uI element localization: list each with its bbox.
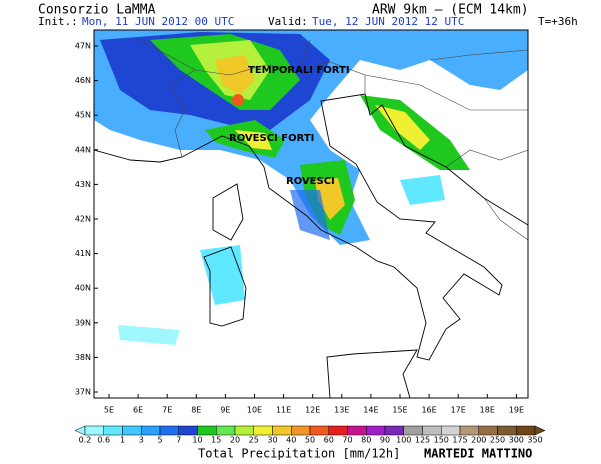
colorbar-label: 60	[324, 436, 334, 445]
colorbar-swatch	[366, 425, 386, 436]
colorbar-swatch	[384, 425, 404, 436]
colorbar-swatch	[216, 425, 236, 436]
colorbar-swatch	[122, 425, 142, 436]
lat-label: 41N	[75, 249, 91, 258]
colorbar-label: 300	[509, 436, 524, 445]
lon-label: 15E	[392, 406, 407, 415]
lat-label: 39N	[75, 318, 91, 327]
colorbar-label: 0.6	[97, 436, 110, 445]
colorbar-swatch	[103, 425, 123, 436]
colorbar-label: 20	[230, 436, 240, 445]
annotation: TEMPORALI FORTI	[248, 65, 350, 76]
lead-time: T=+36h	[538, 15, 578, 28]
init-time: Mon, 11 JUN 2012 00 UTC	[82, 15, 234, 28]
lon-label: 13E	[334, 406, 349, 415]
lon-label: 9E	[220, 406, 230, 415]
colorbar-swatch	[478, 425, 498, 436]
colorbar-label: 30	[267, 436, 277, 445]
colorbar-swatch	[422, 425, 442, 436]
colorbar-label: 80	[361, 436, 371, 445]
lat-label: 47N	[75, 42, 91, 51]
colorbar-label: 15	[211, 436, 221, 445]
variable-label: Total Precipitation [mm/12h]	[198, 447, 400, 461]
lon-label: 7E	[162, 406, 172, 415]
colorbar-label: 50	[305, 436, 315, 445]
model: ARW 9km – (ECM 14km)	[372, 3, 529, 18]
colorbar-label: 1	[120, 436, 125, 445]
colorbar-swatch	[234, 425, 254, 436]
colorbar-swatch	[347, 425, 367, 436]
colorbar-label: 40	[286, 436, 296, 445]
colorbar-swatch	[291, 425, 311, 436]
colorbar-swatch	[272, 425, 292, 436]
lon-label: 5E	[104, 406, 114, 415]
lon-label: 8E	[191, 406, 201, 415]
colorbar-label: 200	[471, 436, 486, 445]
lat-label: 37N	[75, 388, 91, 397]
colorbar-arrow	[534, 425, 546, 436]
colorbar-swatch	[159, 425, 179, 436]
init-label: Init.:	[38, 15, 78, 28]
lat-label: 46N	[75, 76, 91, 85]
valid-time: Tue, 12 JUN 2012 12 UTC	[312, 15, 464, 28]
lon-label: 18E	[480, 406, 495, 415]
lat-label: 38N	[75, 353, 91, 362]
map-frame	[93, 29, 529, 399]
colorbar-swatch	[178, 425, 198, 436]
colorbar-swatch	[459, 425, 479, 436]
period-label: MARTEDI MATTINO	[424, 447, 532, 461]
colorbar-arrow	[74, 425, 86, 436]
annotation: ROVESCI	[286, 176, 335, 187]
lon-label: 6E	[133, 406, 143, 415]
colorbar-label: 5	[157, 436, 162, 445]
colorbar-swatch	[84, 425, 104, 436]
colorbar-swatch	[328, 425, 348, 436]
colorbar-label: 250	[490, 436, 505, 445]
colorbar-label: 100	[396, 436, 411, 445]
lat-label: 43N	[75, 180, 91, 189]
colorbar-swatch	[441, 425, 461, 436]
colorbar-label: 175	[452, 436, 467, 445]
colorbar-swatch	[497, 425, 517, 436]
colorbar-label: 70	[342, 436, 352, 445]
lat-label: 45N	[75, 111, 91, 120]
lat-label: 44N	[75, 145, 91, 154]
lon-label: 11E	[276, 406, 291, 415]
colorbar-label: 7	[176, 436, 181, 445]
colorbar-label: 3	[139, 436, 144, 445]
lat-label: 40N	[75, 284, 91, 293]
colorbar-label: 10	[192, 436, 202, 445]
colorbar-label: 90	[380, 436, 390, 445]
valid-label: Valid:	[268, 15, 308, 28]
lon-label: 14E	[363, 406, 378, 415]
colorbar-label: 350	[527, 436, 542, 445]
map-area	[94, 30, 528, 398]
lat-label: 42N	[75, 215, 91, 224]
colorbar-label: 25	[249, 436, 259, 445]
lon-label: 10E	[247, 406, 262, 415]
colorbar-label: 0.2	[79, 436, 92, 445]
lon-label: 19E	[509, 406, 524, 415]
lon-label: 17E	[451, 406, 466, 415]
colorbar-swatch	[141, 425, 161, 436]
lon-label: 16E	[421, 406, 436, 415]
annotation: ROVESCI FORTI	[229, 133, 314, 144]
colorbar-label: 150	[434, 436, 449, 445]
colorbar-swatch	[309, 425, 329, 436]
colorbar-swatch	[197, 425, 217, 436]
colorbar-label: 125	[415, 436, 430, 445]
colorbar-swatch	[403, 425, 423, 436]
lon-label: 12E	[305, 406, 320, 415]
title: Consorzio LaMMA	[38, 3, 156, 18]
colorbar-swatch	[516, 425, 536, 436]
colorbar-swatch	[253, 425, 273, 436]
